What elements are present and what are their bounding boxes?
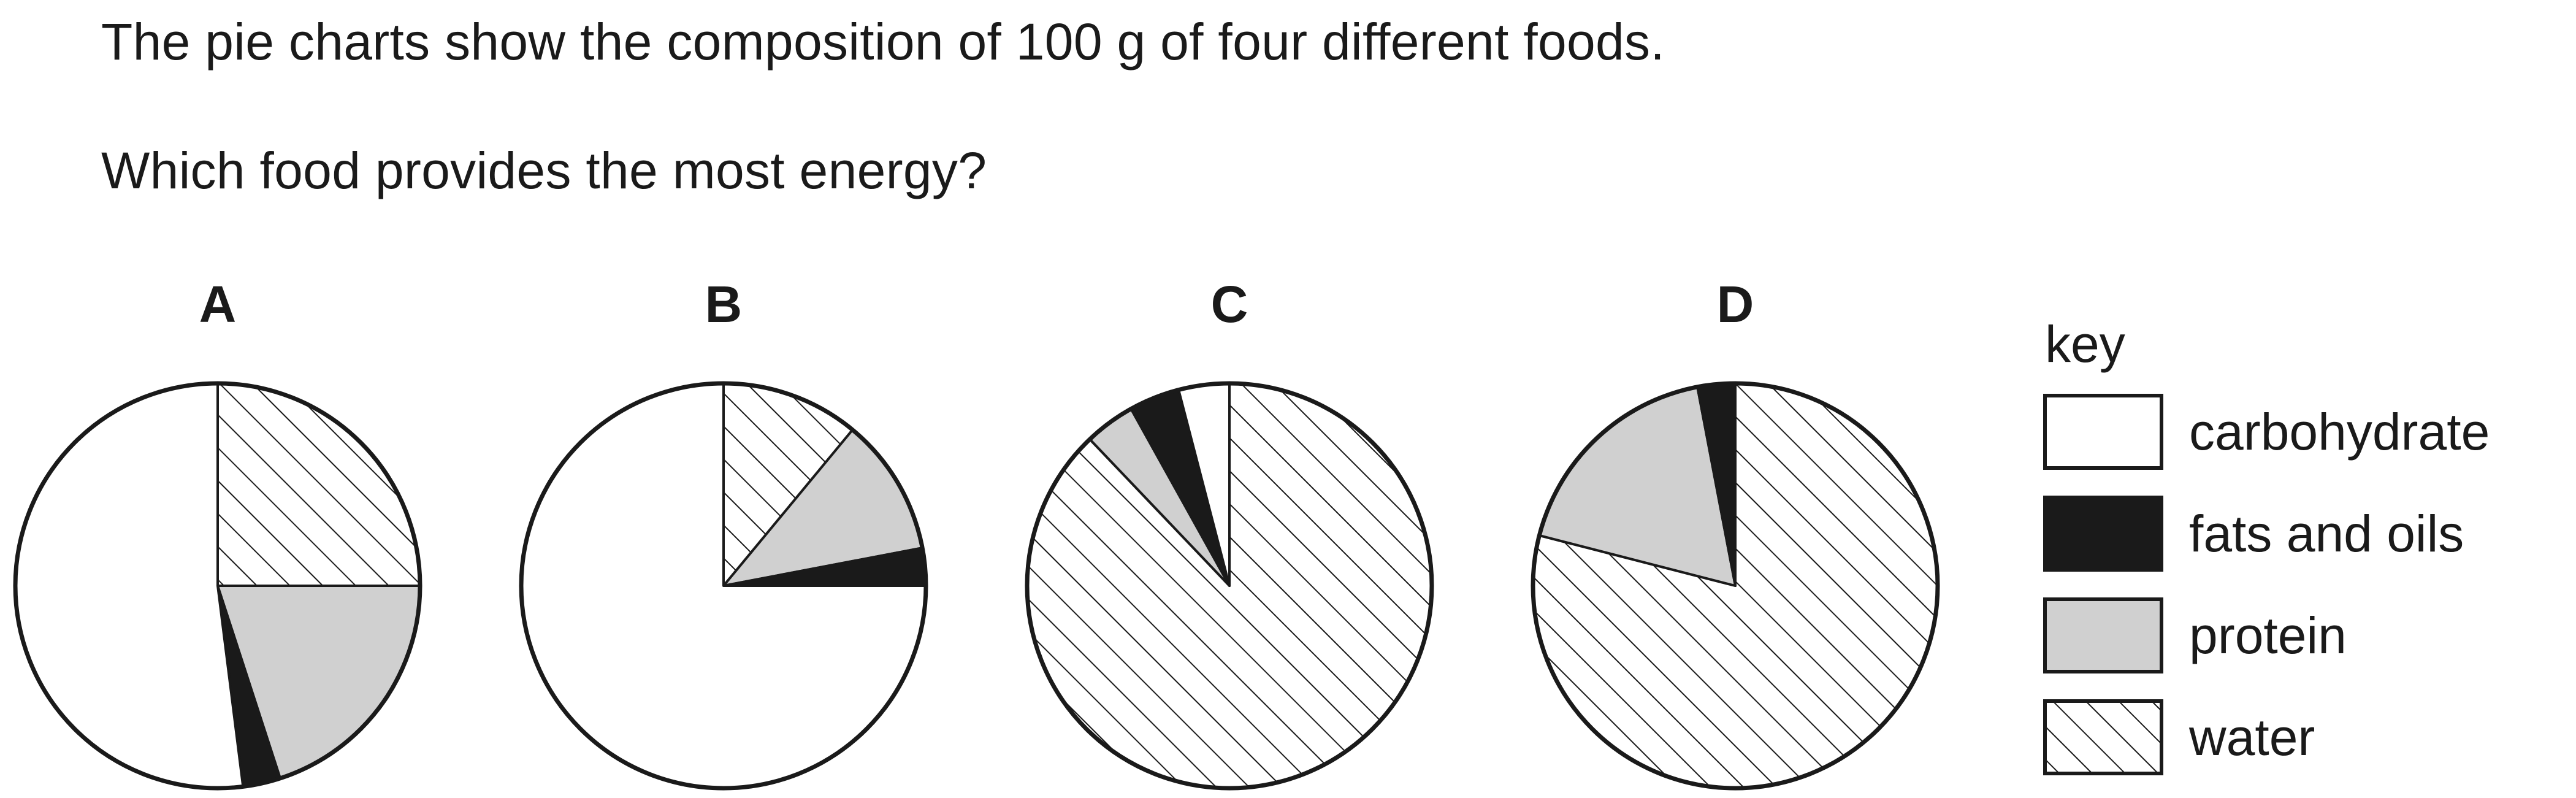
legend-title: key	[2045, 315, 2125, 373]
pie-c-outline	[1025, 381, 1434, 791]
legend-label-water: water	[2188, 708, 2315, 766]
pie-d-outline	[1531, 381, 1940, 791]
question-line-1: The pie charts show the composition of 1…	[101, 13, 1665, 71]
pie-label-a: A	[199, 275, 237, 333]
pies-group: A B C D	[13, 275, 1940, 791]
pie-label-d: D	[1717, 275, 1754, 333]
pie-b: B	[519, 275, 928, 791]
legend-swatch-water	[2043, 699, 2163, 775]
question-line-2: Which food provides the most energy?	[101, 142, 987, 199]
pie-b-outline	[519, 381, 928, 791]
legend-swatch-carbohydrate	[2043, 394, 2163, 470]
pie-label-c: C	[1211, 275, 1248, 333]
pie-a-slice-water	[216, 382, 421, 587]
pie-d: D	[1531, 275, 1940, 791]
pie-a: A	[13, 275, 422, 791]
pie-a-outline	[13, 381, 422, 791]
legend: key carbohydrate fats and oils protein wate…	[2043, 315, 2490, 775]
pie-c: C	[1025, 275, 1434, 791]
pie-label-b: B	[705, 275, 743, 333]
legend-swatch-protein	[2043, 597, 2163, 673]
legend-label-fats-and-oils: fats and oils	[2189, 505, 2464, 562]
legend-label-protein: protein	[2189, 607, 2347, 664]
legend-label-carbohydrate: carbohydrate	[2189, 403, 2490, 461]
legend-swatch-fats-and-oils	[2043, 496, 2163, 572]
pie-a-slice-carbohydrate	[14, 382, 245, 789]
